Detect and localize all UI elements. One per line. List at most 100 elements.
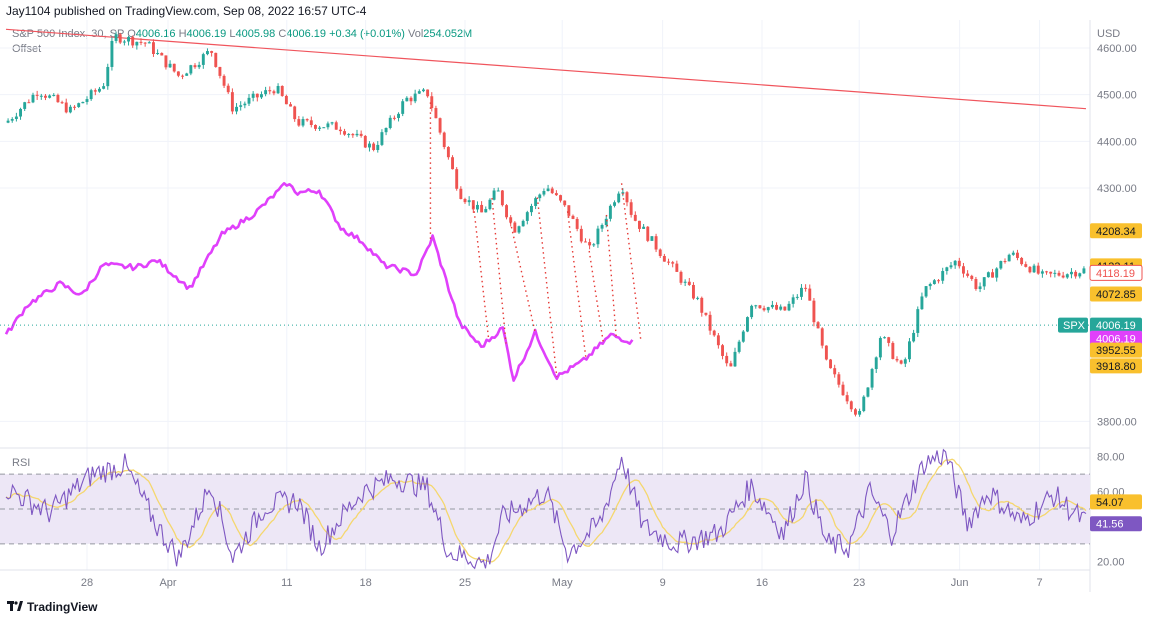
candle-body	[671, 262, 675, 264]
candle-body	[1032, 265, 1036, 273]
time-tick-label: 7	[1036, 577, 1042, 589]
candle-body	[127, 37, 130, 42]
price-tag-box	[1090, 494, 1142, 510]
candle-body	[658, 249, 662, 256]
candle-body	[687, 281, 691, 285]
candle-body	[633, 214, 637, 221]
candle-body	[604, 218, 608, 225]
candle-body	[309, 120, 313, 125]
dotted-link	[605, 214, 617, 337]
close-label: C	[278, 28, 287, 40]
price-tag-box	[1090, 516, 1142, 532]
candle-body	[1053, 272, 1057, 274]
candle-body	[235, 106, 238, 112]
candle-body	[35, 94, 39, 96]
candle-body	[52, 94, 56, 96]
symbol-tag-box	[1058, 317, 1088, 333]
candle-body	[56, 94, 60, 103]
candle-body	[392, 117, 396, 119]
candle-body	[251, 93, 255, 98]
candle-body	[592, 244, 596, 246]
candle-body	[172, 63, 176, 72]
candle-body	[164, 55, 168, 68]
candle-body	[762, 308, 766, 311]
candle-body	[305, 119, 309, 121]
candle-body	[1082, 268, 1086, 274]
candle-body	[222, 75, 226, 86]
low-label: L	[229, 28, 236, 40]
candle-body	[384, 127, 388, 133]
candle-body	[974, 278, 978, 290]
candle-body	[650, 236, 654, 241]
candle-body	[118, 34, 122, 43]
candle-body	[525, 212, 529, 221]
candle-body	[862, 396, 866, 411]
candle-body	[73, 106, 76, 108]
candle-body	[98, 88, 101, 92]
candle-body	[500, 190, 504, 206]
candle-body	[264, 90, 268, 95]
candle-body	[916, 309, 920, 333]
candle-body	[505, 205, 508, 218]
candle-body	[131, 37, 135, 46]
candle-body	[64, 102, 68, 113]
offset-legend[interactable]: Offset	[12, 43, 42, 55]
rsi-legend[interactable]: RSI	[12, 457, 31, 469]
candle-body	[999, 261, 1003, 269]
candle-body	[214, 52, 218, 67]
candle-body	[343, 131, 346, 135]
price-tick-label: 4400.00	[1097, 136, 1137, 148]
candle-body	[442, 132, 446, 148]
candle-body	[48, 95, 52, 98]
candle-body	[662, 255, 666, 262]
candle-body	[812, 300, 816, 323]
candle-body	[721, 345, 724, 356]
candle-body	[986, 272, 990, 278]
currency-label: USD	[1097, 28, 1120, 40]
candle-body	[176, 71, 180, 76]
candle-body	[147, 42, 151, 44]
candle-body	[704, 312, 708, 315]
brand-name: TradingView	[27, 600, 98, 614]
candle-body	[613, 202, 616, 206]
candle-body	[895, 358, 899, 361]
candle-body	[122, 41, 126, 43]
candle-body	[608, 205, 612, 219]
candle-body	[355, 133, 359, 136]
candle-body	[754, 305, 758, 307]
candle-body	[1065, 274, 1069, 278]
candle-body	[579, 228, 583, 242]
candle-body	[808, 288, 812, 301]
candle-body	[766, 307, 770, 311]
price-tick-label: 4500.00	[1097, 90, 1137, 102]
candle-body	[484, 209, 488, 213]
candle-body	[596, 228, 600, 245]
candle-body	[114, 34, 118, 41]
candle-body	[966, 273, 970, 276]
candle-body	[903, 359, 907, 364]
candle-body	[93, 90, 97, 92]
low-value: 4005.98	[235, 28, 276, 40]
candle-body	[197, 64, 201, 68]
candle-body	[982, 277, 986, 287]
candle-body	[725, 355, 729, 364]
candle-body	[68, 106, 72, 113]
time-tick-label: 16	[756, 577, 768, 589]
candle-body	[438, 118, 442, 133]
tradingview-brand[interactable]: TradingView	[7, 600, 97, 614]
candle-body	[530, 205, 533, 213]
candle-body	[837, 374, 841, 385]
candle-body	[920, 296, 924, 310]
candle-body	[729, 363, 733, 367]
time-axis-ticks: 28 Apr 11 18 25 May 9 16 23 Jun 7	[81, 577, 1043, 589]
candle-body	[380, 132, 384, 145]
candle-body	[60, 102, 64, 104]
candle-body	[430, 96, 434, 109]
candle-body	[854, 409, 857, 415]
candle-body	[405, 97, 409, 102]
candle-body	[600, 224, 604, 229]
candle-body	[991, 272, 994, 278]
price-tag-label: 54.07	[1096, 497, 1124, 509]
